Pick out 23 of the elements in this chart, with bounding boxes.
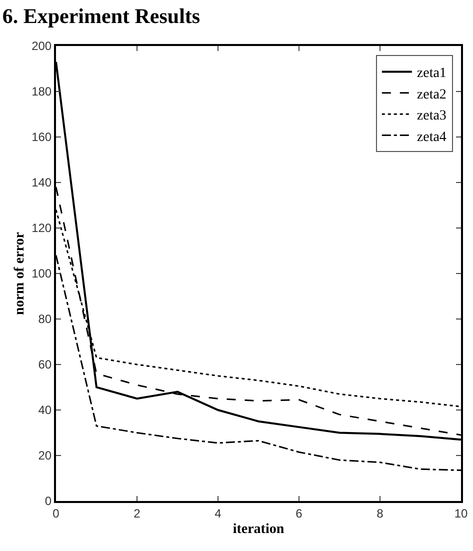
y-tick-label: 140	[32, 176, 52, 190]
y-tick-label: 40	[38, 403, 52, 418]
x-axis-title: iteration	[232, 522, 284, 538]
y-tick-label: 20	[38, 448, 52, 463]
y-axis-title: norm of error	[12, 232, 28, 315]
y-tick-label: 60	[38, 358, 52, 372]
x-tick-label: 6	[296, 506, 303, 520]
x-tick-label: 8	[376, 506, 384, 520]
legend-label: zeta2	[416, 87, 446, 102]
y-tick-label: 0	[44, 494, 52, 508]
y-tick-label: 100	[32, 266, 52, 281]
x-tick-label: 10	[454, 506, 468, 520]
y-tick-label: 160	[32, 130, 52, 144]
x-tick-label: 2	[134, 506, 141, 520]
legend-label: zeta1	[416, 66, 446, 82]
y-tick-label: 200	[32, 39, 52, 54]
legend-label: zeta3	[416, 108, 446, 124]
y-tick-label: 80	[38, 312, 52, 326]
legend-label: zeta4	[416, 130, 446, 145]
x-tick-label: 4	[214, 506, 222, 520]
y-tick-label: 120	[32, 221, 52, 236]
chart-title: 6. Experiment Results	[2, 4, 200, 28]
y-tick-label: 180	[32, 84, 52, 99]
